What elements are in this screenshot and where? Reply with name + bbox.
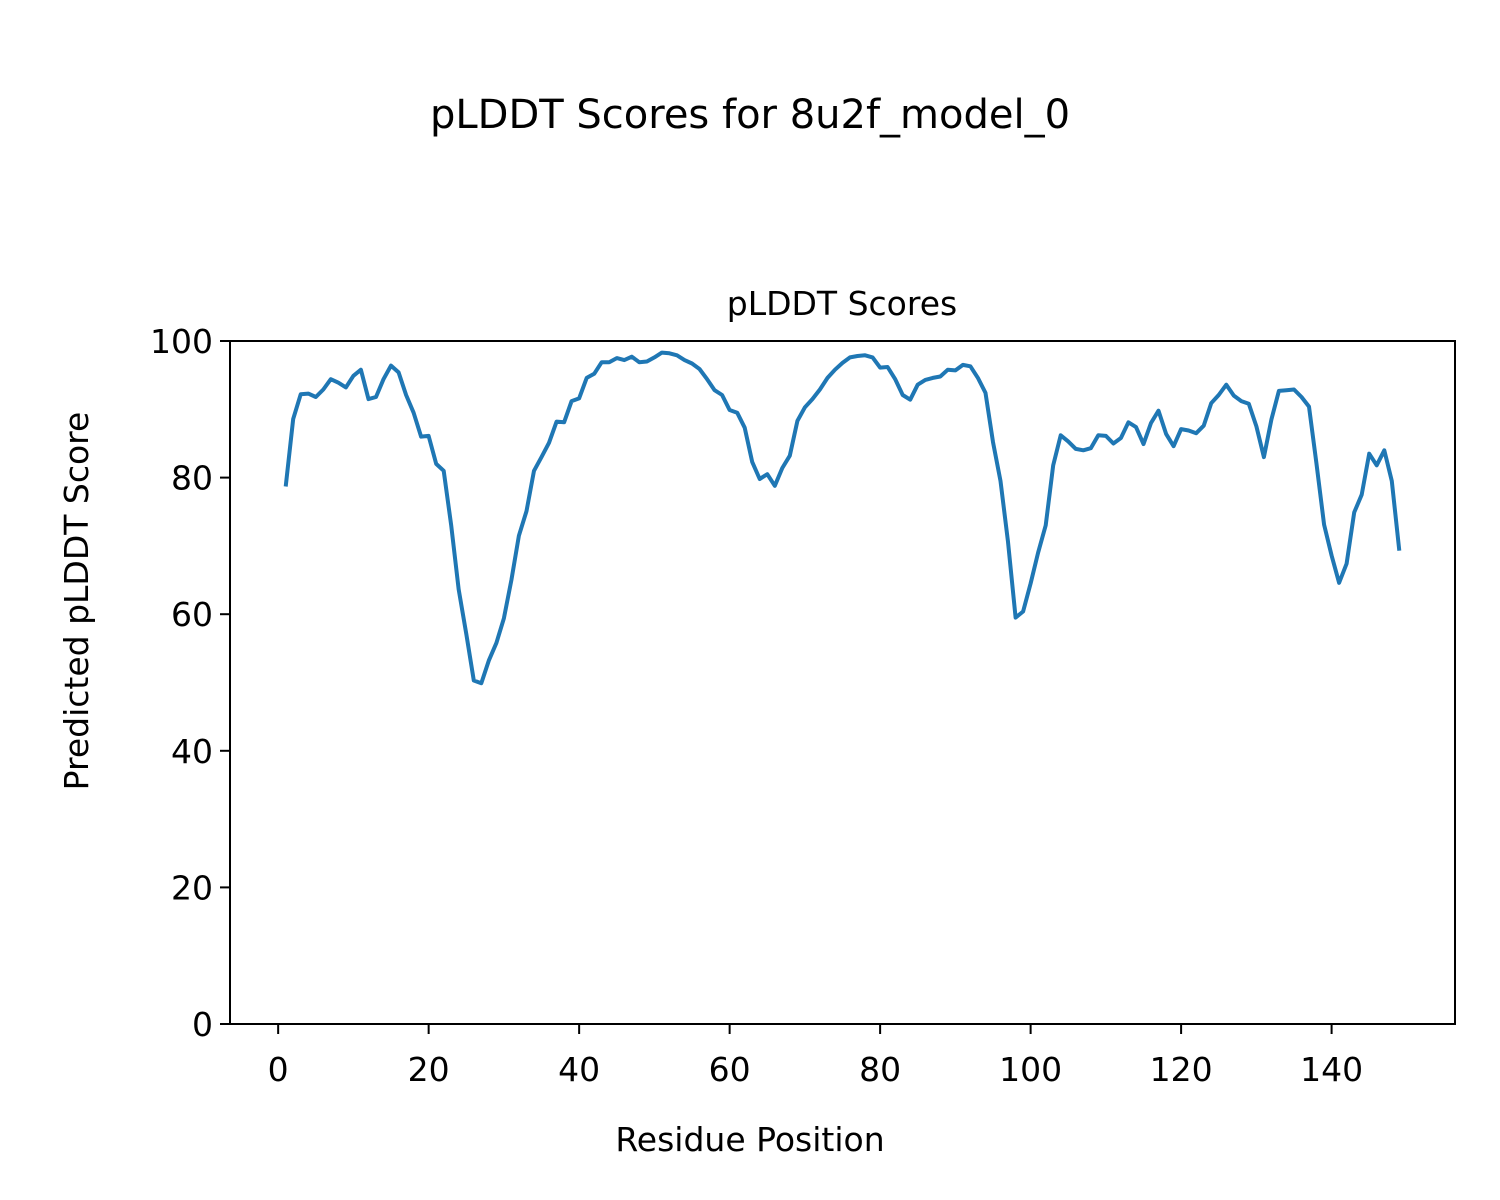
y-tick-label: 60 bbox=[171, 595, 213, 634]
x-tick-label: 20 bbox=[408, 1050, 450, 1089]
y-tick-label: 100 bbox=[150, 322, 213, 361]
y-tick-label: 0 bbox=[192, 1005, 213, 1044]
plddt-series-line bbox=[283, 350, 1402, 686]
x-tick-label: 40 bbox=[558, 1050, 600, 1089]
x-tick-label: 120 bbox=[1150, 1050, 1213, 1089]
y-tick-label: 20 bbox=[171, 868, 213, 907]
y-axis-label: Predicted pLDDT Score bbox=[57, 412, 96, 791]
x-tick-label: 0 bbox=[268, 1050, 289, 1089]
x-axis-label: Residue Position bbox=[615, 1120, 884, 1159]
figure-suptitle: pLDDT Scores for 8u2f_model_0 bbox=[429, 92, 1071, 138]
x-tick-label: 60 bbox=[709, 1050, 751, 1089]
x-tick-label: 100 bbox=[999, 1050, 1062, 1089]
y-tick-label: 80 bbox=[171, 459, 213, 498]
y-tick-label: 40 bbox=[171, 732, 213, 771]
x-tick-label: 140 bbox=[1300, 1050, 1363, 1089]
series-group bbox=[283, 350, 1402, 686]
x-tick-label: 80 bbox=[859, 1050, 901, 1089]
axes-title: pLDDT Scores bbox=[727, 284, 957, 323]
axes-frame bbox=[229, 340, 1456, 1025]
axis-ticks: 0 20 40 60 80 100 120 140 0 20 40 60 80 100 bbox=[150, 322, 1363, 1089]
